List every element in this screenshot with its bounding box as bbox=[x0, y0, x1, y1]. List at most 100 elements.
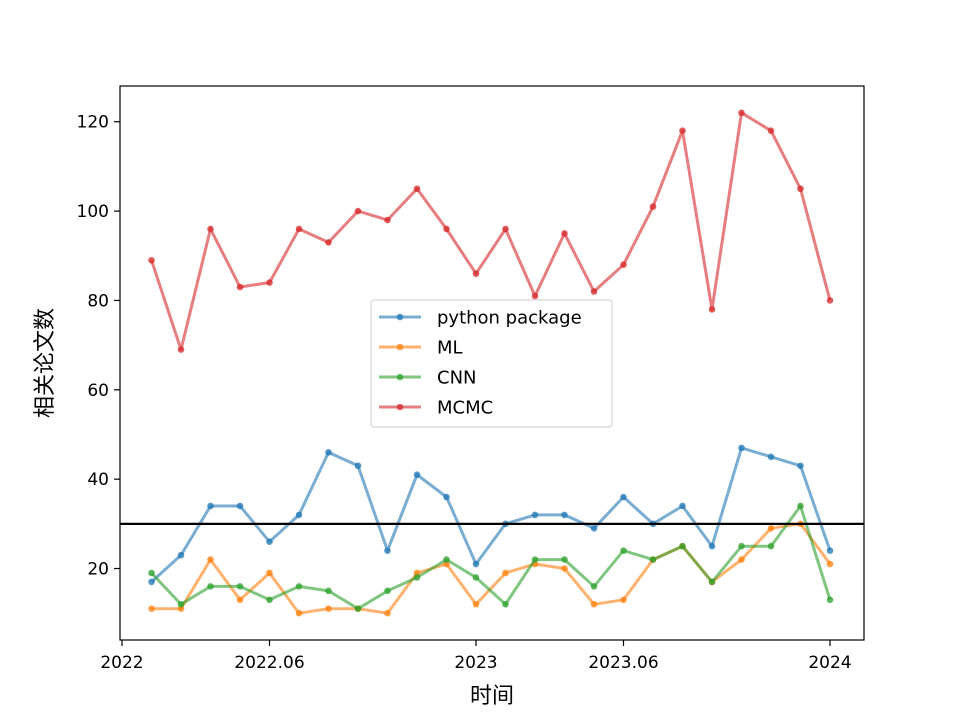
data-point bbox=[148, 605, 155, 612]
data-point bbox=[591, 525, 598, 532]
data-point bbox=[237, 583, 244, 590]
data-point bbox=[414, 574, 421, 581]
x-tick-label: 2024 bbox=[808, 653, 851, 673]
data-point bbox=[738, 445, 745, 452]
data-point bbox=[827, 547, 834, 554]
y-tick-label: 120 bbox=[77, 113, 109, 133]
data-point bbox=[325, 588, 332, 595]
data-point bbox=[178, 601, 185, 608]
y-tick-label: 20 bbox=[87, 560, 109, 580]
legend-swatch-marker bbox=[397, 374, 404, 381]
data-point bbox=[738, 556, 745, 563]
data-point bbox=[355, 605, 362, 612]
data-point bbox=[768, 127, 775, 134]
y-tick-label: 40 bbox=[87, 470, 109, 490]
data-point bbox=[620, 547, 627, 554]
legend-label: CNN bbox=[437, 368, 477, 389]
data-point bbox=[384, 610, 391, 617]
data-point bbox=[296, 610, 303, 617]
data-point bbox=[620, 261, 627, 268]
data-point bbox=[384, 547, 391, 554]
data-point bbox=[768, 454, 775, 461]
data-point bbox=[237, 596, 244, 603]
data-point bbox=[532, 512, 539, 519]
data-point bbox=[738, 110, 745, 117]
legend: python package ML CNN MCMC bbox=[371, 300, 612, 427]
data-point bbox=[355, 462, 362, 469]
data-point bbox=[296, 583, 303, 590]
data-point bbox=[207, 226, 214, 233]
data-point bbox=[768, 525, 775, 532]
x-tick-label: 2023.06 bbox=[588, 653, 658, 673]
data-point bbox=[237, 284, 244, 291]
y-tick-label: 80 bbox=[87, 291, 109, 311]
series-0 bbox=[148, 445, 833, 586]
data-point bbox=[591, 288, 598, 295]
data-point bbox=[620, 494, 627, 501]
data-point bbox=[414, 471, 421, 478]
data-point bbox=[296, 512, 303, 519]
data-point bbox=[502, 570, 509, 577]
x-axis-title: 时间 bbox=[470, 684, 514, 709]
y-tick-label: 100 bbox=[77, 202, 109, 222]
data-point bbox=[827, 596, 834, 603]
data-point bbox=[178, 346, 185, 353]
data-point bbox=[561, 230, 568, 237]
data-point bbox=[679, 503, 686, 510]
data-point bbox=[532, 293, 539, 300]
data-point bbox=[679, 127, 686, 134]
data-point bbox=[148, 579, 155, 586]
data-point bbox=[473, 561, 480, 568]
data-point bbox=[473, 574, 480, 581]
data-point bbox=[797, 503, 804, 510]
data-point bbox=[591, 583, 598, 590]
data-point bbox=[561, 565, 568, 572]
legend-label: python package bbox=[437, 308, 582, 329]
data-point bbox=[591, 601, 598, 608]
data-point bbox=[650, 556, 657, 563]
data-point bbox=[207, 503, 214, 510]
data-point bbox=[473, 601, 480, 608]
data-point bbox=[797, 462, 804, 469]
data-point bbox=[148, 257, 155, 264]
data-point bbox=[384, 217, 391, 224]
data-point bbox=[768, 543, 775, 550]
data-point bbox=[827, 297, 834, 304]
legend-swatch-marker bbox=[397, 344, 404, 351]
data-point bbox=[355, 208, 362, 215]
data-point bbox=[532, 556, 539, 563]
data-point bbox=[827, 561, 834, 568]
series-1 bbox=[148, 521, 833, 617]
x-axis: 2022 2022.06 2023 2023.06 2024 bbox=[100, 640, 851, 673]
data-point bbox=[207, 556, 214, 563]
data-point bbox=[443, 556, 450, 563]
legend-swatch-marker bbox=[397, 404, 404, 411]
data-point bbox=[443, 494, 450, 501]
y-axis: 20 40 60 80 100 120 bbox=[77, 113, 120, 580]
legend-label: MCMC bbox=[437, 398, 493, 419]
data-point bbox=[296, 226, 303, 233]
data-point bbox=[502, 601, 509, 608]
data-point bbox=[325, 239, 332, 246]
x-tick-label: 2022.06 bbox=[234, 653, 304, 673]
data-point bbox=[266, 570, 273, 577]
data-point bbox=[384, 588, 391, 595]
x-tick-label: 2023 bbox=[454, 653, 497, 673]
data-point bbox=[709, 579, 716, 586]
data-point bbox=[414, 185, 421, 192]
legend-swatch-marker bbox=[397, 314, 404, 321]
data-point bbox=[561, 512, 568, 519]
x-tick-label: 2022 bbox=[100, 653, 143, 673]
data-point bbox=[325, 449, 332, 456]
data-point bbox=[266, 596, 273, 603]
data-point bbox=[738, 543, 745, 550]
data-point bbox=[266, 279, 273, 286]
data-point bbox=[650, 203, 657, 210]
y-axis-title: 相关论文数 bbox=[33, 308, 58, 418]
data-point bbox=[797, 185, 804, 192]
legend-label: ML bbox=[437, 338, 463, 359]
data-point bbox=[709, 543, 716, 550]
data-point bbox=[325, 605, 332, 612]
data-point bbox=[473, 270, 480, 277]
